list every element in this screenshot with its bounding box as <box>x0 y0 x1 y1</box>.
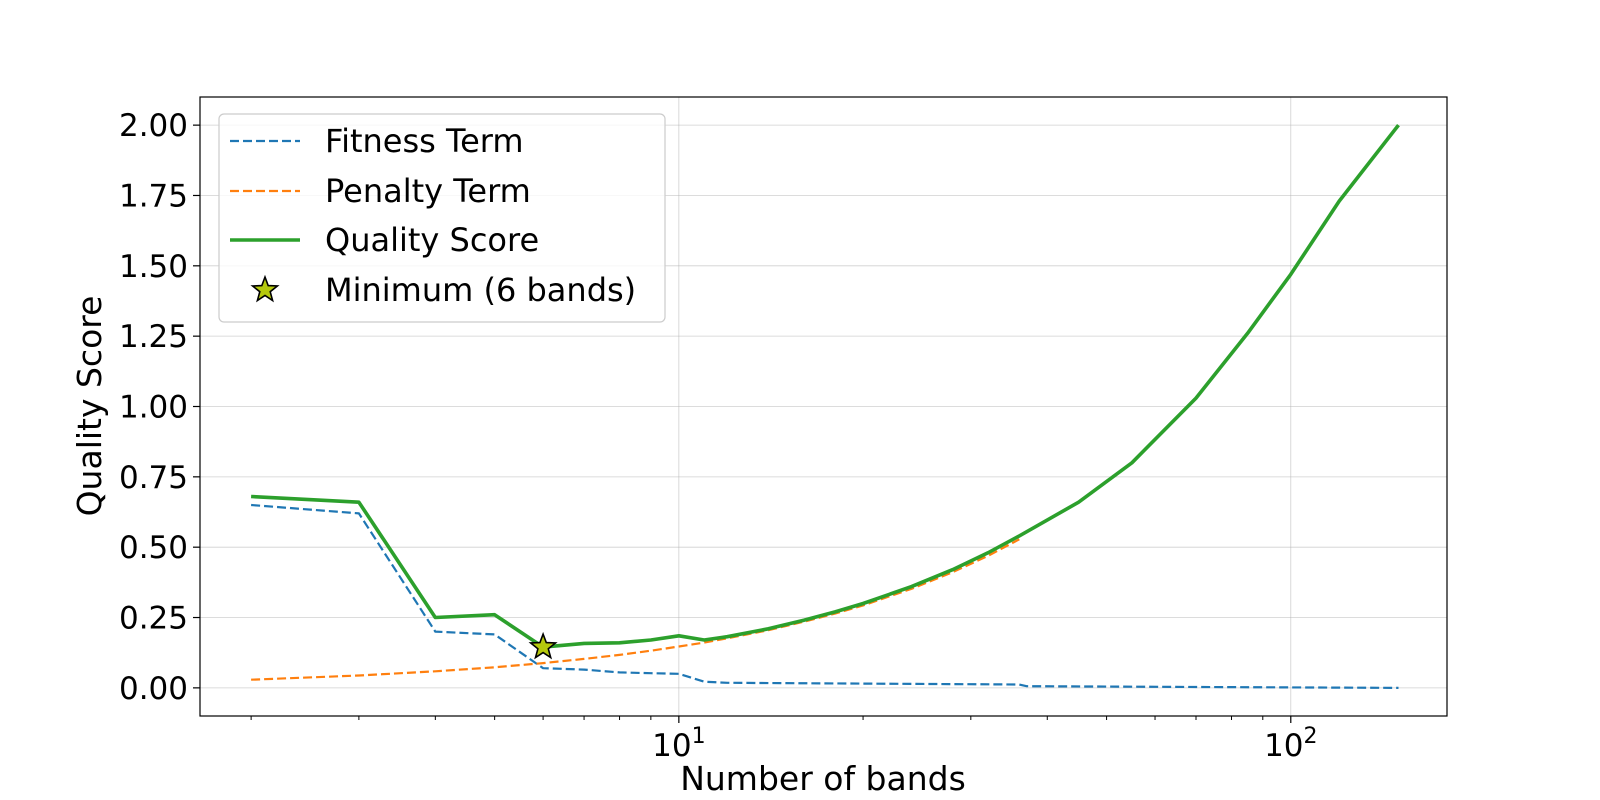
x-axis-label: Number of bands <box>680 759 966 798</box>
y-tick-label: 1.75 <box>119 178 188 214</box>
legend-box <box>218 113 666 323</box>
x-tick-label-base: 10 <box>1264 728 1303 764</box>
x-tick-label: 102 <box>1264 724 1317 764</box>
x-tick-label-exponent: 1 <box>692 724 706 749</box>
minimum-star-marker <box>528 631 558 660</box>
x-tick-label: 101 <box>652 724 705 764</box>
y-tick-label: 0.75 <box>119 460 188 496</box>
legend-label: Penalty Term <box>325 172 531 210</box>
series-line-penalty-term <box>251 538 1020 681</box>
y-tick-label: 2.00 <box>119 108 188 144</box>
legend-star-icon <box>250 274 280 303</box>
y-tick-label: 1.25 <box>119 319 188 355</box>
marker-layer <box>528 631 558 660</box>
y-tick-label: 1.00 <box>119 390 188 426</box>
x-tick-label-exponent: 2 <box>1304 724 1318 749</box>
y-tick-label: 0.50 <box>119 530 188 566</box>
y-tick-label: 1.50 <box>119 249 188 285</box>
legend: Fitness Term Penalty Term Quality Score Min… <box>218 113 666 323</box>
legend-label: Minimum (6 bands) <box>325 271 636 309</box>
y-tick-label: 0.25 <box>119 601 188 637</box>
y-axis-label: Quality Score <box>70 296 109 517</box>
legend-label: Quality Score <box>325 221 539 259</box>
y-tick-label: 0.00 <box>119 671 188 707</box>
series-line-fitness-term <box>251 503 1399 690</box>
x-tick-label-base: 10 <box>652 728 691 764</box>
legend-label: Fitness Term <box>325 122 524 160</box>
